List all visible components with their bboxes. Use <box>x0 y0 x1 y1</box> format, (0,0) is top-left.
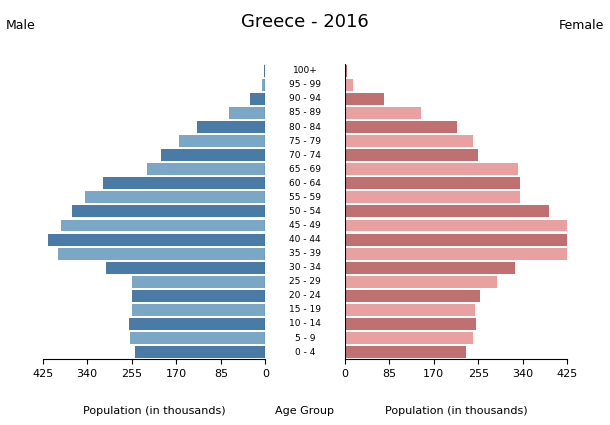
Bar <box>249 93 265 105</box>
Text: 40 - 44: 40 - 44 <box>289 235 321 244</box>
Bar <box>345 290 480 302</box>
Text: 95 - 99: 95 - 99 <box>289 80 321 89</box>
Bar <box>345 234 573 246</box>
Bar <box>103 177 265 189</box>
Bar <box>345 318 476 330</box>
Text: 55 - 59: 55 - 59 <box>289 193 321 202</box>
Bar <box>130 332 265 344</box>
Bar <box>160 149 265 161</box>
Bar <box>345 346 466 358</box>
Bar <box>345 163 517 175</box>
Text: 20 - 24: 20 - 24 <box>289 291 321 300</box>
Bar <box>129 318 265 330</box>
Text: Population (in thousands): Population (in thousands) <box>385 406 527 416</box>
Bar <box>345 248 570 260</box>
Text: 10 - 14: 10 - 14 <box>289 320 321 329</box>
Bar <box>345 220 570 232</box>
Text: 45 - 49: 45 - 49 <box>289 221 321 230</box>
Text: 35 - 39: 35 - 39 <box>289 249 321 258</box>
Text: Population (in thousands): Population (in thousands) <box>83 406 225 416</box>
Bar <box>345 149 478 161</box>
Text: Male: Male <box>6 19 36 32</box>
Bar <box>85 191 265 203</box>
Text: 65 - 69: 65 - 69 <box>289 165 321 174</box>
Text: 0 - 4: 0 - 4 <box>295 348 315 357</box>
Text: 85 - 89: 85 - 89 <box>289 108 321 117</box>
Bar <box>345 304 475 316</box>
Bar <box>345 177 520 189</box>
Bar <box>229 107 265 119</box>
Text: 5 - 9: 5 - 9 <box>295 334 315 343</box>
Bar <box>345 79 353 91</box>
Text: 15 - 19: 15 - 19 <box>289 306 321 314</box>
Text: 90 - 94: 90 - 94 <box>289 94 321 103</box>
Text: Female: Female <box>559 19 604 32</box>
Text: 75 - 79: 75 - 79 <box>289 136 321 146</box>
Bar <box>48 234 265 246</box>
Bar <box>345 276 497 288</box>
Bar <box>148 163 265 175</box>
Text: Age Group: Age Group <box>276 406 334 416</box>
Text: Greece - 2016: Greece - 2016 <box>241 13 369 31</box>
Bar <box>345 191 520 203</box>
Bar <box>197 121 265 133</box>
Text: 25 - 29: 25 - 29 <box>289 277 321 286</box>
Text: 60 - 64: 60 - 64 <box>289 179 321 188</box>
Bar <box>132 276 265 288</box>
Bar <box>262 79 265 91</box>
Bar <box>345 205 549 218</box>
Bar <box>59 248 265 260</box>
Bar <box>345 332 473 344</box>
Bar <box>345 135 473 147</box>
Bar <box>345 121 458 133</box>
Bar <box>345 65 347 77</box>
Bar <box>345 93 384 105</box>
Bar <box>345 107 421 119</box>
Bar <box>132 290 265 302</box>
Bar <box>179 135 265 147</box>
Bar <box>135 346 265 358</box>
Bar <box>132 304 265 316</box>
Text: 30 - 34: 30 - 34 <box>289 263 321 272</box>
Text: 80 - 84: 80 - 84 <box>289 122 321 132</box>
Bar <box>61 220 265 232</box>
Text: 70 - 74: 70 - 74 <box>289 151 321 160</box>
Text: 50 - 54: 50 - 54 <box>289 207 321 216</box>
Bar <box>106 262 265 274</box>
Bar <box>345 262 515 274</box>
Bar <box>264 65 265 77</box>
Text: 100+: 100+ <box>293 66 317 75</box>
Bar <box>71 205 265 218</box>
